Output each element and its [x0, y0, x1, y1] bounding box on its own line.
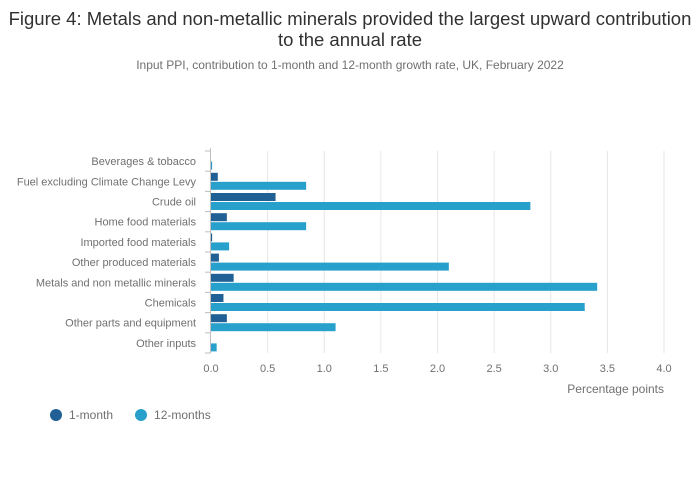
legend-label-12-months: 12-months: [154, 408, 211, 422]
y-tick-label: Metals and non metallic minerals: [36, 277, 197, 289]
y-tick-label: Other produced materials: [72, 257, 197, 269]
bar-1-month[interactable]: [211, 273, 234, 282]
x-tick-label: 4.0: [656, 363, 671, 375]
bar-12-months[interactable]: [211, 222, 307, 231]
bar-1-month[interactable]: [211, 314, 227, 323]
bar-12-months[interactable]: [211, 323, 336, 332]
bar-12-months[interactable]: [211, 242, 230, 251]
x-tick-label: 2.5: [486, 363, 501, 375]
chart-title: Figure 4: Metals and non-metallic minera…: [8, 8, 692, 50]
legend-item-1-month[interactable]: 1-month: [50, 408, 113, 422]
legend-label-1-month: 1-month: [69, 408, 114, 422]
legend: 1-month 12-months: [50, 408, 233, 422]
x-tick-label: 1.0: [317, 363, 332, 375]
bar-1-month[interactable]: [211, 213, 227, 222]
y-tick-label: Crude oil: [152, 197, 196, 209]
x-tick-label: 2.0: [430, 363, 445, 375]
x-tick-label: 0.0: [203, 363, 218, 375]
bar-1-month[interactable]: [211, 172, 218, 181]
bar-12-months[interactable]: [211, 181, 307, 190]
bar-12-months[interactable]: [211, 282, 598, 291]
x-tick-label: 3.5: [600, 363, 615, 375]
y-tick-label: Chemicals: [145, 298, 197, 310]
bar-12-months[interactable]: [211, 303, 585, 311]
x-tick-label: 3.0: [543, 363, 558, 375]
bar-12-months[interactable]: [211, 262, 449, 271]
legend-swatch-1-month: [50, 409, 62, 421]
legend-item-12-months[interactable]: 12-months: [135, 408, 211, 422]
y-tick-label: Other parts and equipment: [65, 318, 196, 330]
bar-12-months[interactable]: [211, 202, 531, 210]
y-tick-label: Home food materials: [95, 217, 197, 229]
axes: 0.0 0.5 1.0 1.5 2.0 2.5 3.0 3.5 4.0 Beverages & t…: [17, 148, 672, 375]
y-tick-label: Fuel excluding Climate Change Levy: [17, 176, 197, 188]
x-tick-label: 1.5: [373, 363, 388, 375]
bar-12-months[interactable]: [211, 343, 217, 352]
y-tick-label: Other inputs: [136, 338, 196, 350]
chart-subtitle: Input PPI, contribution to 1-month and 1…: [136, 58, 564, 72]
bar-1-month[interactable]: [211, 233, 213, 242]
bar-1-month[interactable]: [211, 294, 224, 302]
bar-12-months[interactable]: [211, 161, 213, 170]
bars: [211, 161, 598, 352]
x-axis-title: Percentage points: [567, 382, 664, 396]
y-tick-label: Beverages & tobacco: [91, 156, 196, 168]
grid-lines: [267, 151, 665, 353]
x-tick-label: 0.5: [260, 363, 275, 375]
bar-1-month[interactable]: [211, 253, 219, 262]
bar-1-month[interactable]: [211, 193, 276, 201]
legend-swatch-12-months: [135, 409, 148, 421]
y-tick-label: Imported food materials: [80, 237, 196, 249]
